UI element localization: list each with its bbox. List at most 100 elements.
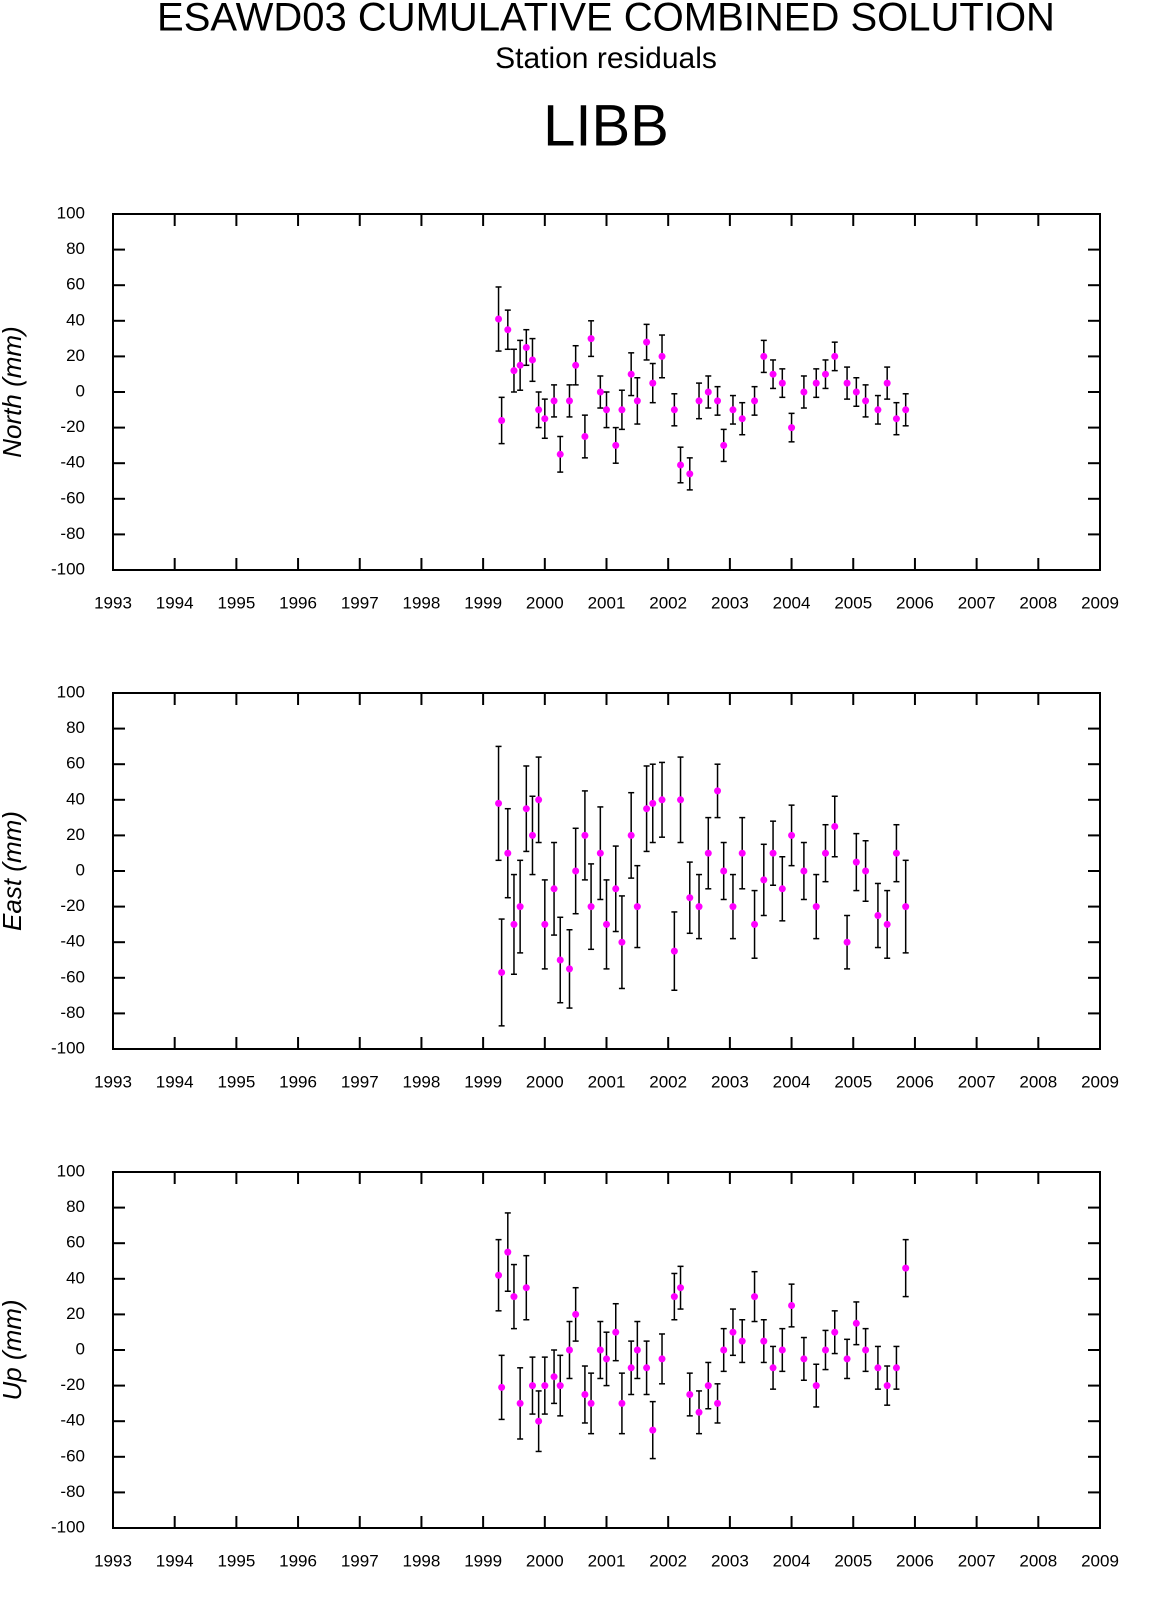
data-point: [504, 849, 512, 857]
x-tick-label: 2001: [588, 1551, 626, 1570]
data-point: [751, 920, 759, 928]
data-point: [612, 885, 620, 893]
data-point: [627, 831, 635, 839]
data-point: [862, 397, 870, 405]
x-tick-label: 2007: [958, 1072, 996, 1091]
data-point: [812, 379, 820, 387]
x-tick-label: 1997: [341, 1551, 379, 1570]
y-tick-label: -80: [60, 524, 85, 543]
x-tick-label: 2001: [588, 593, 626, 612]
data-point: [495, 315, 503, 323]
x-tick-label: 1998: [403, 593, 441, 612]
data-point: [852, 388, 860, 396]
data-point: [535, 406, 543, 414]
data-point: [572, 867, 580, 875]
x-tick-label: 1997: [341, 593, 379, 612]
x-tick-label: 2009: [1081, 1072, 1119, 1091]
x-tick-label: 2006: [896, 593, 934, 612]
data-point: [581, 1391, 589, 1398]
data-point: [800, 388, 808, 396]
data-point: [550, 1373, 558, 1381]
y-tick-label: 40: [66, 1268, 85, 1287]
data-point: [504, 326, 512, 334]
data-point: [751, 1293, 759, 1301]
x-tick-label: 2001: [588, 1072, 626, 1091]
data-point: [556, 956, 564, 964]
data-point: [788, 1302, 796, 1309]
data-point: [778, 379, 786, 387]
y-tick-label: 0: [76, 381, 85, 400]
x-tick-label: 2003: [711, 593, 749, 612]
data-point: [498, 1383, 506, 1391]
data-point: [720, 1346, 728, 1354]
x-tick-label: 2002: [649, 1551, 687, 1570]
data-point: [704, 1382, 712, 1390]
x-tick-label: 1993: [94, 1551, 132, 1570]
subtitle: Station residuals: [495, 42, 717, 75]
data-point: [498, 416, 506, 424]
data-point: [581, 831, 589, 839]
y-tick-label: -60: [60, 967, 85, 986]
data-point: [862, 1346, 870, 1354]
data-point: [581, 433, 589, 440]
y-tick-label: -100: [51, 1517, 85, 1536]
data-point: [760, 876, 768, 884]
y-tick-label: 80: [66, 239, 85, 258]
x-tick-label: 2006: [896, 1551, 934, 1570]
data-point: [510, 920, 518, 928]
x-tick-label: 2004: [773, 593, 811, 612]
data-point: [714, 787, 722, 795]
y-tick-label: 100: [57, 682, 85, 701]
x-tick-label: 2007: [958, 1551, 996, 1570]
data-point: [516, 361, 524, 369]
y-tick-label: -100: [51, 1038, 85, 1057]
y-tick-label: -60: [60, 1446, 85, 1465]
data-point: [649, 799, 657, 807]
x-tick-label: 1998: [403, 1072, 441, 1091]
data-point: [633, 1346, 641, 1354]
x-tick-label: 1997: [341, 1072, 379, 1091]
x-tick-label: 1999: [464, 1072, 502, 1091]
data-point: [800, 1355, 808, 1363]
data-point: [760, 1337, 768, 1345]
x-tick-label: 2002: [649, 1072, 687, 1091]
x-tick-label: 2008: [1019, 1072, 1057, 1091]
data-point: [612, 441, 620, 449]
x-tick-label: 1995: [217, 1072, 255, 1091]
y-tick-label: -20: [60, 417, 85, 436]
y-tick-label: -80: [60, 1003, 85, 1022]
x-tick-label: 1996: [279, 593, 317, 612]
title: ESAWD03 CUMULATIVE COMBINED SOLUTION: [157, 0, 1055, 40]
data-point: [541, 1382, 549, 1390]
data-point: [658, 796, 666, 804]
data-point: [596, 849, 604, 857]
y-tick-label: -20: [60, 1375, 85, 1394]
data-point: [658, 1355, 666, 1363]
data-point: [874, 406, 882, 414]
data-point: [643, 338, 651, 346]
data-point: [788, 831, 796, 839]
y-tick-label: 40: [66, 789, 85, 808]
data-point: [874, 912, 882, 919]
data-point: [612, 1328, 620, 1336]
data-point: [565, 965, 573, 973]
data-point: [516, 1399, 524, 1407]
data-point: [495, 1271, 503, 1279]
data-point: [528, 356, 536, 364]
x-tick-label: 1999: [464, 593, 502, 612]
x-tick-label: 2009: [1081, 593, 1119, 612]
x-tick-label: 1994: [156, 1551, 194, 1570]
data-point: [565, 397, 573, 405]
x-tick-label: 2009: [1081, 1551, 1119, 1570]
data-point: [522, 1284, 530, 1292]
y-tick-label: 20: [66, 1304, 85, 1323]
data-point: [769, 849, 777, 857]
data-point: [603, 1355, 610, 1363]
data-point: [852, 1319, 860, 1327]
y-tick-label: 0: [76, 860, 85, 879]
x-tick-label: 2003: [711, 1072, 749, 1091]
data-point: [510, 367, 518, 375]
data-point: [831, 352, 839, 360]
x-tick-label: 1993: [94, 593, 132, 612]
